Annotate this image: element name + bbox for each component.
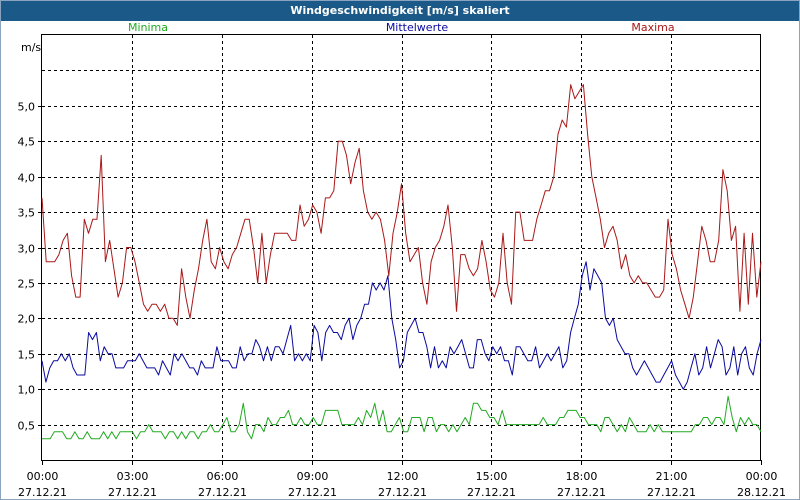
x-tick-date-label: 27.12.21 (647, 486, 696, 499)
x-tick-date-label: 27.12.21 (108, 486, 157, 499)
x-tick-time-label: 03:00 (117, 470, 149, 483)
y-axis-ticks: 0,5 1,0 1,5 2,0 2,5 3,0 3,5 4,0 4,5 5,0 (18, 101, 42, 433)
x-tick-date-label: 27.12.21 (18, 486, 67, 499)
y-axis-label: m/s (21, 41, 41, 54)
y-tick-label: 4,5 (18, 136, 36, 149)
x-tick-time-label: 21:00 (656, 470, 688, 483)
x-tick-time-label: 09:00 (297, 470, 329, 483)
y-tick-label: 1,5 (18, 349, 36, 362)
y-tick-label: 3,0 (18, 243, 36, 256)
x-tick-time-label: 00:00 (27, 470, 59, 483)
series-line-maxima (41, 84, 762, 326)
y-tick-label: 1,0 (18, 384, 36, 397)
legend-entry-mittelwerte: Mittelwerte (386, 21, 449, 34)
legend-entry-minima: Minima (128, 21, 168, 34)
y-tick-label: 2,0 (18, 313, 36, 326)
x-tick-date-label: 27.12.21 (198, 486, 247, 499)
grid (42, 35, 761, 460)
x-tick-time-label: 15:00 (476, 470, 508, 483)
series-line-minima (42, 395, 762, 440)
x-tick-date-label: 27.12.21 (467, 486, 516, 499)
x-tick-time-label: 06:00 (207, 470, 239, 483)
x-tick-time-label: 00:00 (746, 470, 778, 483)
x-tick-date-label: 27.12.21 (378, 486, 427, 499)
legend: Minima Mittelwerte Maxima (128, 21, 675, 34)
y-tick-label: 5,0 (18, 101, 36, 114)
y-tick-label: 4,0 (18, 172, 36, 185)
series-lines (41, 84, 762, 440)
legend-entry-maxima: Maxima (631, 21, 674, 34)
y-tick-label: 2,5 (18, 278, 36, 291)
x-axis-ticks: 00:00 27.12.21 03:00 27.12.21 06:00 27.12.21 0… (18, 460, 786, 499)
plot-area-frame (41, 34, 761, 461)
x-tick-time-label: 18:00 (566, 470, 598, 483)
x-tick-date-label: 27.12.21 (557, 486, 606, 499)
x-tick-date-label: 27.12.21 (288, 486, 337, 499)
chart-title: Windgeschwindigkeit [m/s] skaliert (1, 1, 799, 21)
x-tick-date-label: 28.12.21 (737, 486, 786, 499)
series-line-mittelwerte (41, 261, 762, 390)
y-tick-label: 3,5 (18, 207, 36, 220)
x-tick-time-label: 12:00 (387, 470, 419, 483)
y-tick-label: 0,5 (18, 420, 36, 433)
